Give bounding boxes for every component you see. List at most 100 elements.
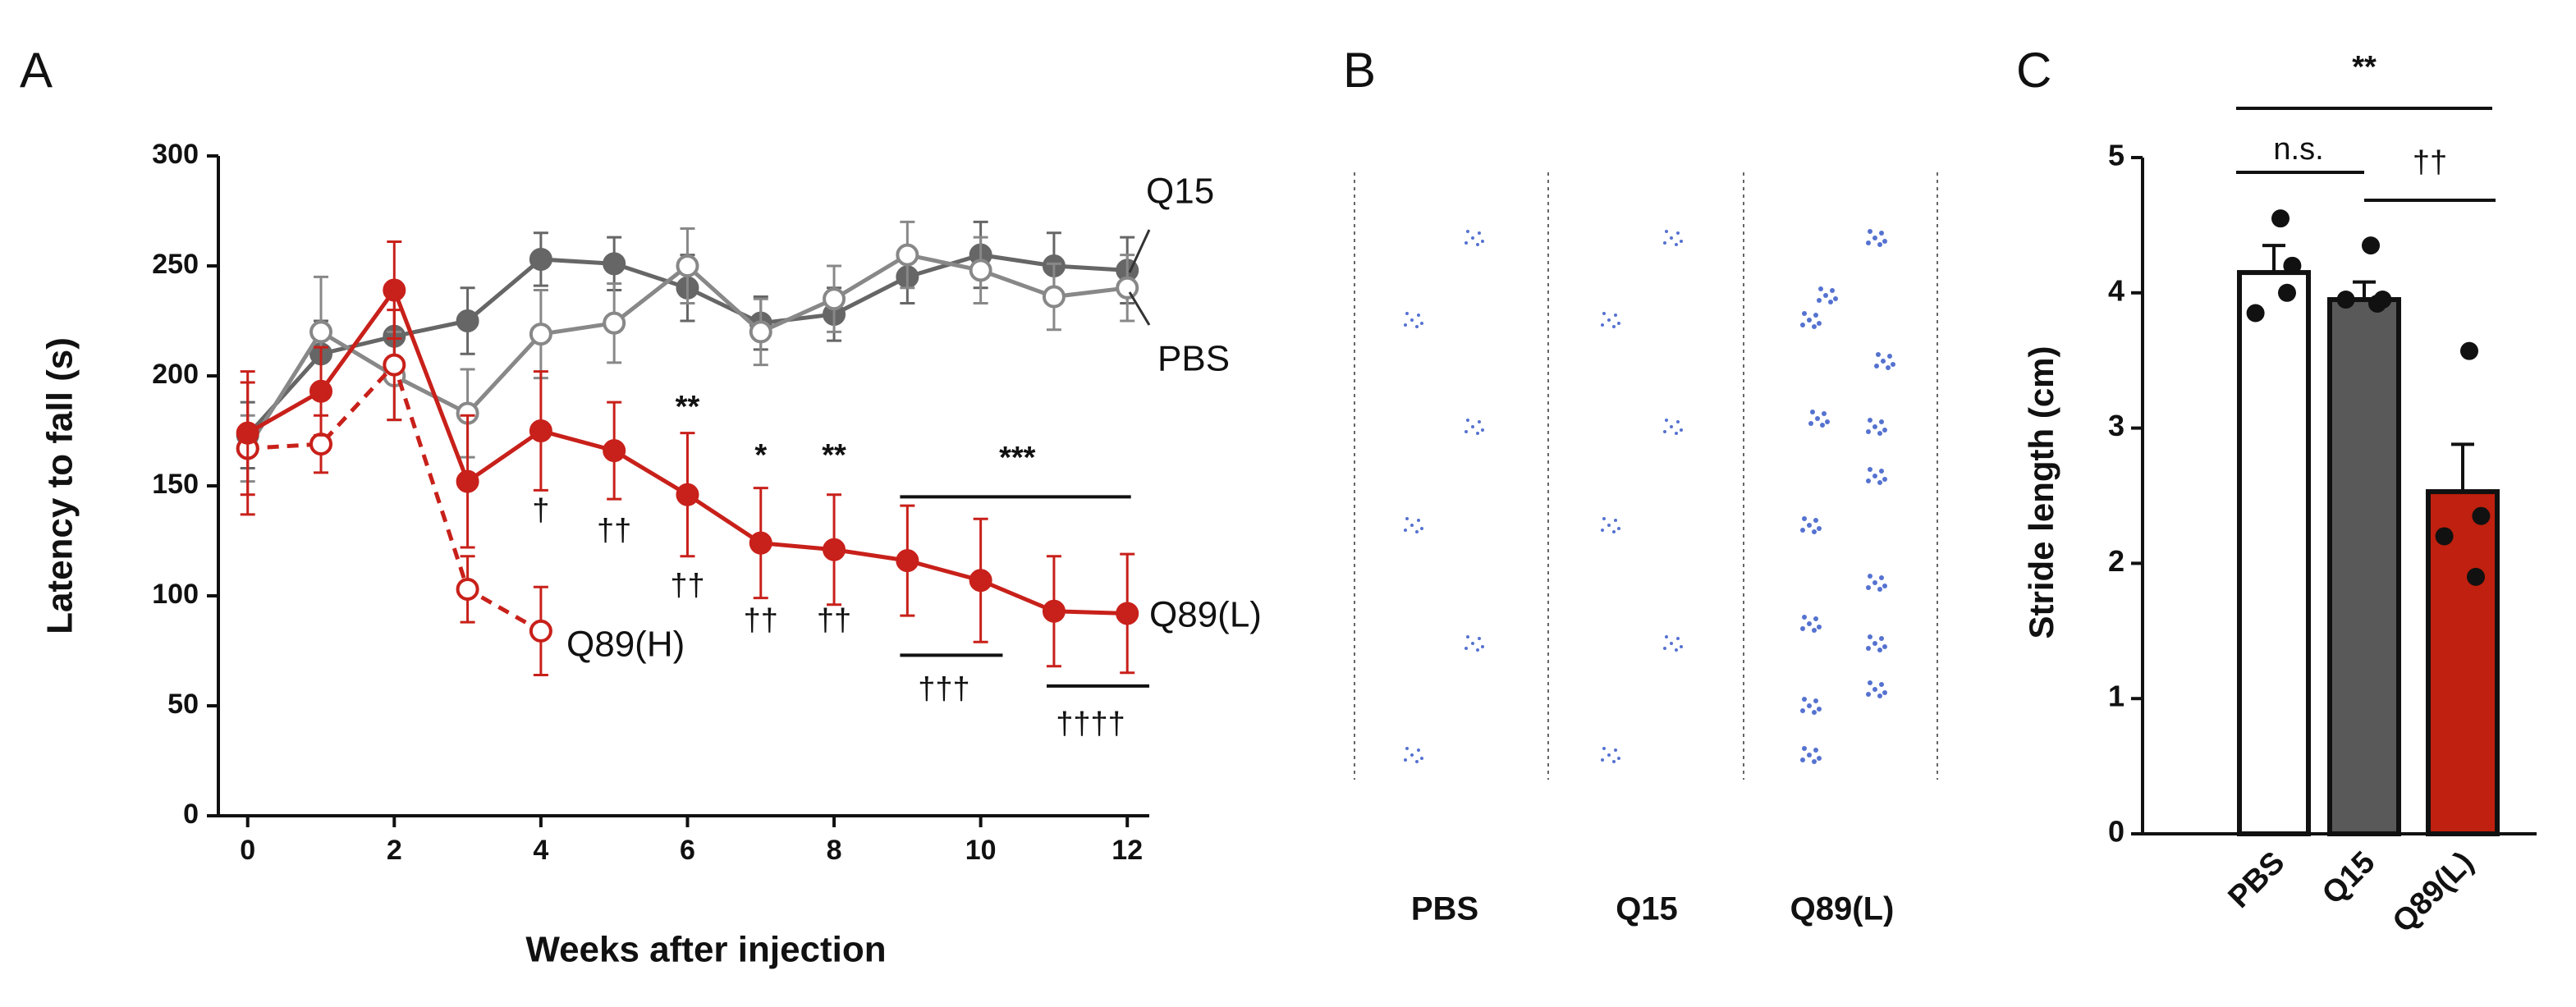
footprint [1420,757,1423,760]
data-point [2472,506,2491,525]
y-tick-label: 150 [152,469,199,500]
footprint [1866,240,1871,245]
footprint [1670,425,1673,428]
footprint [1680,240,1683,243]
footprint [1807,318,1812,323]
x-tick-label: PBS [2222,845,2292,915]
footprint [1879,636,1884,641]
significance-label: ** [2352,50,2377,85]
footprint [1879,469,1884,474]
significance-label: †† [744,603,778,638]
footprint [1404,529,1407,532]
footprint [1417,314,1420,317]
point [749,320,772,344]
footprint [1663,430,1666,433]
y-tick-label: 50 [167,689,199,720]
footprint [1471,236,1474,240]
footprint [1415,530,1419,533]
y-tick-label: 200 [152,359,199,390]
point [529,419,552,442]
footprint [1612,760,1616,763]
bar [2237,270,2311,836]
footprint [1872,687,1877,692]
footprint [1410,753,1414,757]
y-tick-label: 300 [152,139,199,170]
footprint [1464,647,1468,650]
footprint [1810,410,1815,414]
footprint [1800,758,1805,762]
footprint [1891,362,1895,367]
group-label: PBS [1411,891,1478,927]
significance-label: ** [676,390,700,424]
x-tick-label: Q89(L) [2386,845,2481,940]
footprint [1868,634,1872,639]
data-point [2362,236,2380,255]
footprint [1886,365,1891,370]
point [1042,285,1066,309]
footprint [1807,523,1812,528]
footprint [1868,680,1872,685]
x-tick-label: 0 [240,835,255,866]
footprint [1802,697,1807,702]
footprint [1476,432,1479,435]
footprint [1822,411,1827,416]
bar [2426,489,2500,837]
point [236,421,259,445]
panel-letter: C [2016,43,2051,98]
point [529,323,552,346]
leader-line [1128,229,1151,273]
footprint [1877,587,1882,592]
footprint [1872,641,1877,646]
point [676,254,699,277]
footprint [1478,231,1481,235]
x-tick-label: Q15 [2316,845,2381,911]
footprint [1877,648,1882,652]
footprint [1830,288,1835,293]
bar [2327,297,2401,837]
group-label: Q15 [1616,891,1678,927]
footprint [1868,467,1872,472]
footprint [1464,241,1468,245]
footprint [1476,243,1479,246]
footprint [1882,644,1887,649]
footprint [1476,648,1479,652]
footprint [1817,756,1822,761]
footprint [1882,428,1887,433]
footprint [1879,231,1884,236]
footprint [1823,293,1828,298]
footprint [1877,480,1882,485]
footprint [1675,432,1678,435]
footprint [1675,243,1678,246]
footprint [1872,236,1877,240]
footprint [1466,635,1469,639]
data-point [2435,527,2454,546]
y-tick-label: 2 [2108,544,2125,578]
footprint [1802,516,1807,521]
footprint [1868,574,1872,579]
footprint [1404,758,1407,762]
footprint [1614,748,1617,752]
point [309,320,333,344]
series [236,240,1139,675]
point [603,252,626,276]
y-axis-label: Latency to fall (s) [40,337,80,634]
footprint [1466,419,1469,422]
footprint [1874,364,1879,368]
point [309,379,333,403]
footprint [1807,753,1812,758]
footprint [1800,323,1805,327]
footprint [1879,419,1884,424]
y-axis-label: Stride length (cm) [2022,346,2060,639]
footprint [1663,647,1666,650]
x-tick-label: 6 [680,835,695,866]
footprint [1481,240,1484,243]
footprint [1617,322,1620,325]
x-tick-label: 2 [387,835,402,866]
footprint [1872,424,1877,429]
footprint [1478,637,1481,640]
footprint [1813,698,1818,703]
significance-label: †††† [1056,707,1125,741]
footprint [1478,420,1481,423]
footprint [1877,431,1882,436]
point [823,538,846,561]
